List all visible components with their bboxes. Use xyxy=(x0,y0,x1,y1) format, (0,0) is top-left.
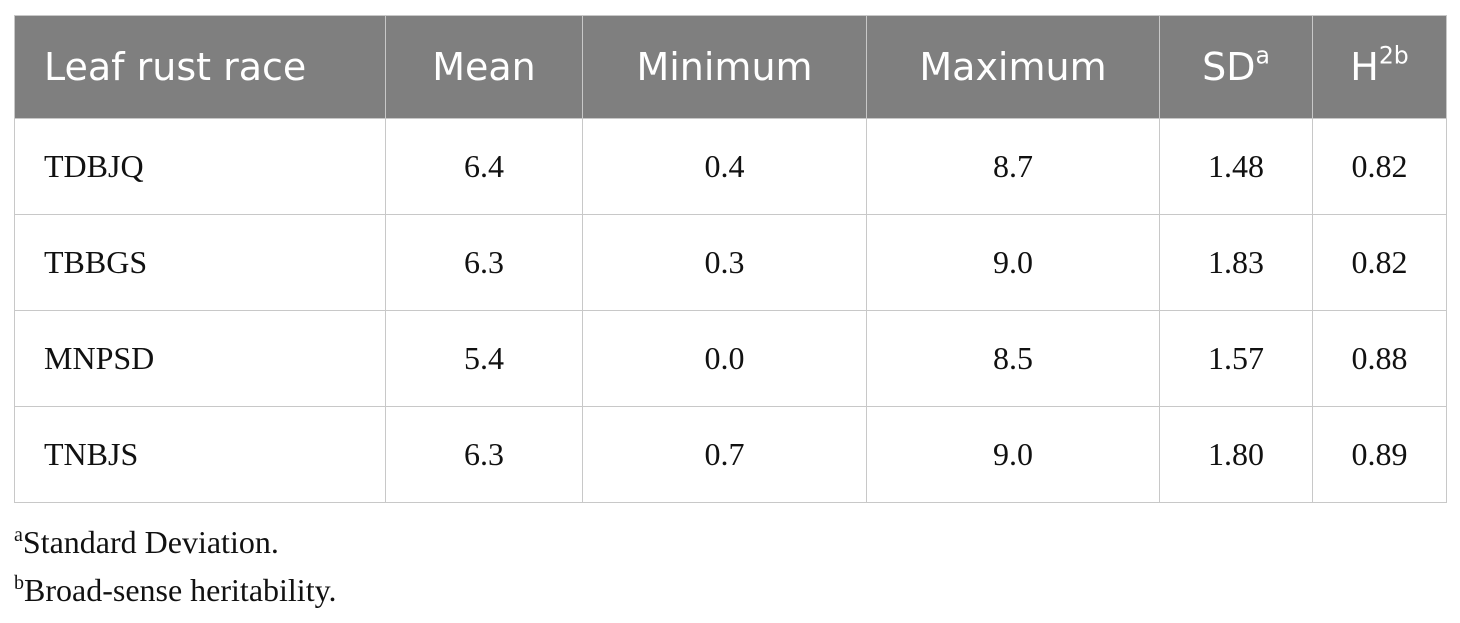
value-cell: 0.7 xyxy=(582,406,867,503)
header-text: Maximum xyxy=(919,45,1107,89)
header-text: Mean xyxy=(432,45,536,89)
value-cell: 9.0 xyxy=(866,214,1160,311)
value-cell: 0.3 xyxy=(582,214,867,311)
footnote-mark: a xyxy=(1255,41,1270,70)
race-cell: MNPSD xyxy=(14,310,386,407)
value-cell: 1.83 xyxy=(1159,214,1313,311)
header-cell: SDa xyxy=(1159,15,1313,119)
footnote-mark: b xyxy=(14,572,24,594)
value-cell: 0.82 xyxy=(1312,118,1447,215)
value-cell: 6.3 xyxy=(385,406,583,503)
value-cell: 5.4 xyxy=(385,310,583,407)
value-cell: 6.4 xyxy=(385,118,583,215)
footnotes: aStandard Deviation. bBroad-sense heritab… xyxy=(14,518,337,614)
value-cell: 0.0 xyxy=(582,310,867,407)
header-text: Minimum xyxy=(636,45,813,89)
header-cell: Mean xyxy=(385,15,583,119)
race-cell: TDBJQ xyxy=(14,118,386,215)
header-cell: H2b xyxy=(1312,15,1447,119)
footnote-text: Broad-sense heritability. xyxy=(24,572,337,608)
table-body: TDBJQ 6.4 0.4 8.7 1.48 0.82 TBBGS 6.3 0.3 9.0 1.83… xyxy=(14,118,1447,503)
value-cell: 8.5 xyxy=(866,310,1160,407)
table-row: TBBGS 6.3 0.3 9.0 1.83 0.82 xyxy=(14,214,1447,311)
value-cell: 0.4 xyxy=(582,118,867,215)
value-cell: 0.89 xyxy=(1312,406,1447,503)
header-text: SD xyxy=(1202,45,1256,89)
table-row: MNPSD 5.4 0.0 8.5 1.57 0.88 xyxy=(14,310,1447,407)
value-cell: 1.48 xyxy=(1159,118,1313,215)
footnote: bBroad-sense heritability. xyxy=(14,566,337,614)
header-text: Leaf rust race xyxy=(44,45,307,89)
footnote: aStandard Deviation. xyxy=(14,518,337,566)
header-row: Leaf rust race Mean Minimum Maximum SDa H2b xyxy=(14,15,1447,119)
header-cell: Maximum xyxy=(866,15,1160,119)
data-table: Leaf rust race Mean Minimum Maximum SDa H2b T… xyxy=(14,15,1447,503)
value-cell: 0.88 xyxy=(1312,310,1447,407)
race-cell: TNBJS xyxy=(14,406,386,503)
footnote-text: Standard Deviation. xyxy=(22,524,279,560)
value-cell: 0.82 xyxy=(1312,214,1447,311)
value-cell: 1.80 xyxy=(1159,406,1313,503)
table-row: TDBJQ 6.4 0.4 8.7 1.48 0.82 xyxy=(14,118,1447,215)
table-header: Leaf rust race Mean Minimum Maximum SDa H2b xyxy=(14,15,1447,119)
value-cell: 1.57 xyxy=(1159,310,1313,407)
value-cell: 6.3 xyxy=(385,214,583,311)
header-cell: Leaf rust race xyxy=(14,15,386,119)
header-cell: Minimum xyxy=(582,15,867,119)
value-cell: 8.7 xyxy=(866,118,1160,215)
header-text: H xyxy=(1350,45,1379,89)
footnote-mark: a xyxy=(14,524,23,546)
table-row: TNBJS 6.3 0.7 9.0 1.80 0.89 xyxy=(14,406,1447,503)
value-cell: 9.0 xyxy=(866,406,1160,503)
footnote-mark: 2b xyxy=(1378,41,1409,70)
race-cell: TBBGS xyxy=(14,214,386,311)
